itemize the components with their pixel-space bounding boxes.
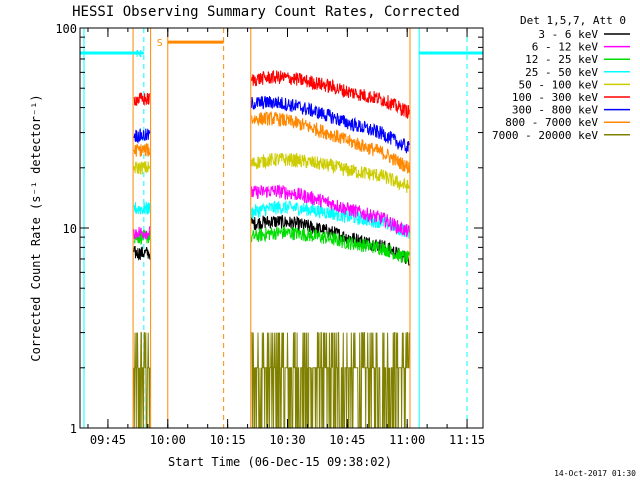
series-line-8-segment-1 bbox=[251, 332, 410, 429]
series-line-0-segment-0 bbox=[133, 246, 151, 261]
legend-label-1: 6 - 12 keV bbox=[532, 41, 599, 54]
night-marker-label: N bbox=[136, 49, 142, 60]
series-line-2-segment-1 bbox=[251, 226, 410, 264]
x-tick-label-3: 10:30 bbox=[269, 433, 305, 447]
series-line-7-segment-1 bbox=[251, 110, 410, 174]
legend-label-2: 12 - 25 keV bbox=[525, 53, 598, 66]
legend-title: Det 1,5,7, Att 0 bbox=[520, 14, 626, 27]
x-tick-label-6: 11:15 bbox=[449, 433, 485, 447]
x-tick-label-0: 09:45 bbox=[90, 433, 126, 447]
x-tick-label-2: 10:15 bbox=[210, 433, 246, 447]
y-tick-label-1: 10 bbox=[63, 222, 77, 236]
x-tick-label-4: 10:45 bbox=[329, 433, 365, 447]
legend-label-6: 300 - 800 keV bbox=[512, 104, 598, 117]
x-axis-label: Start Time (06-Dec-15 09:38:02) bbox=[168, 455, 392, 469]
series-line-5-segment-1 bbox=[251, 70, 410, 119]
series-line-6-segment-1 bbox=[251, 95, 410, 154]
series-line-4-segment-1 bbox=[251, 152, 410, 194]
series-line-6-segment-0 bbox=[133, 128, 151, 144]
series-line-4-segment-0 bbox=[133, 161, 151, 175]
saa-marker-label: S bbox=[157, 38, 163, 49]
y-tick-label-2: 100 bbox=[55, 22, 77, 36]
axes: 1 10 100 09:45 10:00 10:15 10:30 10:45 11:00 11:1… bbox=[55, 22, 485, 447]
y-tick-label-0: 1 bbox=[70, 422, 77, 436]
series-line-3-segment-1 bbox=[251, 200, 410, 239]
legend-label-5: 100 - 300 keV bbox=[512, 91, 598, 104]
x-tick-label-5: 11:00 bbox=[389, 433, 425, 447]
generation-timestamp: 14-Oct-2017 01:30 bbox=[554, 469, 636, 478]
series-line-7-segment-0 bbox=[133, 143, 151, 157]
y-axis-label: Corrected Count Rate (s⁻¹ detector⁻¹) bbox=[29, 94, 43, 361]
legend-label-8: 7000 - 20000 keV bbox=[492, 129, 598, 142]
plot-area: NS bbox=[80, 28, 483, 429]
legend-label-0: 3 - 6 keV bbox=[538, 28, 598, 41]
chart-title: HESSI Observing Summary Count Rates, Cor… bbox=[72, 4, 460, 20]
series-line-1-segment-0 bbox=[133, 226, 151, 240]
legend-label-4: 50 - 100 keV bbox=[519, 78, 599, 91]
legend-label-7: 800 - 7000 keV bbox=[505, 116, 598, 129]
series-line-5-segment-0 bbox=[133, 92, 151, 106]
series-line-1-segment-1 bbox=[251, 184, 410, 238]
x-tick-label-1: 10:00 bbox=[150, 433, 186, 447]
series-line-3-segment-0 bbox=[133, 201, 151, 215]
legend-label-3: 25 - 50 keV bbox=[525, 66, 598, 79]
